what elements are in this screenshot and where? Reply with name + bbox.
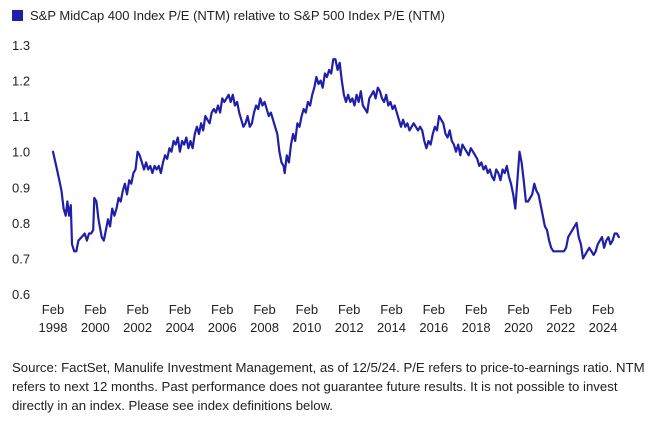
x-tick-label-year: 2000 <box>81 320 110 335</box>
y-tick-label: 1.0 <box>12 145 30 160</box>
x-tick-label-year: 2010 <box>292 320 321 335</box>
y-tick-label: 1.2 <box>12 74 30 89</box>
x-tick-label-month: Feb <box>42 302 64 317</box>
y-tick-label: 0.9 <box>12 180 30 195</box>
x-tick-label-month: Feb <box>126 302 148 317</box>
x-tick-label-month: Feb <box>380 302 402 317</box>
y-tick-label: 0.8 <box>12 216 30 231</box>
chart-legend: S&P MidCap 400 Index P/E (NTM) relative … <box>12 8 445 23</box>
x-tick-label-year: 2006 <box>208 320 237 335</box>
x-tick-label-month: Feb <box>296 302 318 317</box>
line-chart: 0.6 0.7 0.8 0.9 1.0 1.1 1.2 1.3 Feb 1998 Feb 2000 Fe… <box>12 38 620 335</box>
y-tick-label: 0.7 <box>12 251 30 266</box>
x-tick-label-year: 2022 <box>546 320 575 335</box>
y-tick-label: 1.3 <box>12 38 30 53</box>
legend-swatch <box>12 10 23 21</box>
x-tick-label-year: 2014 <box>377 320 406 335</box>
source-note: Source: FactSet, Manulife Investment Man… <box>12 360 645 413</box>
y-tick-label: 0.6 <box>12 287 30 302</box>
x-tick-label-month: Feb <box>465 302 487 317</box>
x-tick-label-month: Feb <box>211 302 233 317</box>
x-tick-label-year: 2002 <box>123 320 152 335</box>
y-tick-label: 1.1 <box>12 109 30 124</box>
x-tick-label-year: 2004 <box>165 320 194 335</box>
x-tick-label-month: Feb <box>507 302 529 317</box>
x-tick-label-month: Feb <box>550 302 572 317</box>
x-tick-label-year: 2012 <box>335 320 364 335</box>
x-tick-label-year: 2024 <box>589 320 618 335</box>
x-tick-label-month: Feb <box>253 302 275 317</box>
x-tick-label-month: Feb <box>169 302 191 317</box>
x-tick-label-month: Feb <box>338 302 360 317</box>
x-tick-label-year: 2020 <box>504 320 533 335</box>
x-tick-label-month: Feb <box>423 302 445 317</box>
x-tick-label-year: 2016 <box>419 320 448 335</box>
series-line <box>51 58 620 260</box>
x-tick-label-year: 2018 <box>462 320 491 335</box>
x-tick-label-month: Feb <box>84 302 106 317</box>
x-tick-label-year: 2008 <box>250 320 279 335</box>
x-tick-label-year: 1998 <box>39 320 68 335</box>
legend-label: S&P MidCap 400 Index P/E (NTM) relative … <box>30 8 445 23</box>
x-tick-label-month: Feb <box>592 302 614 317</box>
